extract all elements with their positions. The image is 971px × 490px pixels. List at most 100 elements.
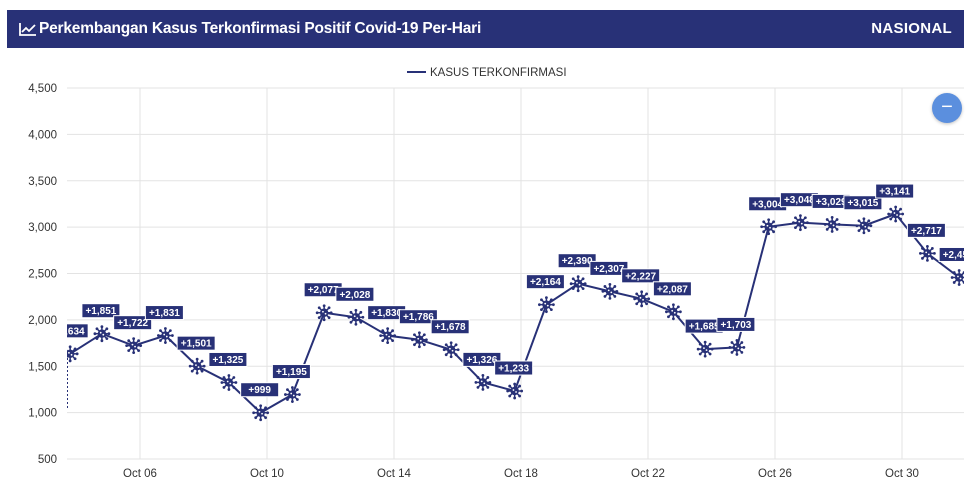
data-label: +1,325	[208, 351, 248, 367]
data-point[interactable]	[93, 325, 111, 343]
data-label-text: +1,325	[212, 355, 243, 366]
data-point[interactable]	[62, 345, 79, 363]
data-label-text: +1,195	[276, 367, 307, 378]
data-label-bg	[240, 382, 280, 398]
data-point[interactable]	[506, 382, 524, 400]
data-point[interactable]	[284, 386, 301, 403]
x-tick-label: Oct 06	[123, 468, 157, 480]
data-point[interactable]	[569, 275, 587, 293]
data-point[interactable]	[252, 404, 270, 422]
data-label-text: +3,029	[816, 197, 847, 208]
data-label: +3,015	[843, 195, 883, 211]
data-label-text: +2,390	[562, 256, 593, 267]
collapse-button[interactable]: −	[932, 93, 962, 123]
data-label-text: +1,851	[85, 306, 116, 317]
data-label-bg	[875, 183, 915, 199]
data-label-bg	[494, 360, 534, 376]
y-tick-label: 4,500	[28, 83, 57, 95]
line-chart-icon	[19, 23, 36, 36]
data-label-bg	[716, 316, 756, 332]
data-label-bg	[208, 351, 248, 367]
data-point[interactable]	[728, 339, 746, 356]
data-point[interactable]	[347, 308, 365, 326]
data-point[interactable]	[696, 340, 714, 358]
data-label-text: +2,087	[657, 284, 688, 295]
chart-title: Perkembangan Kasus Terkonfirmasi Positif…	[39, 20, 482, 37]
data-point[interactable]	[919, 244, 936, 262]
data-label-text: +2,457	[943, 250, 971, 261]
data-label: +999	[240, 382, 280, 398]
y-tick-label: 1,500	[28, 361, 57, 373]
data-label: +1,703	[716, 316, 756, 332]
data-label: +3,029	[811, 193, 851, 209]
region-label: NASIONAL	[871, 20, 952, 37]
data-label: +2,028	[335, 286, 375, 302]
data-point[interactable]	[633, 290, 651, 308]
data-label: +1,678	[430, 319, 470, 335]
data-point[interactable]	[823, 216, 841, 233]
legend[interactable]: KASUS TERKONFIRMASI	[407, 67, 567, 79]
data-label: +2,717	[906, 222, 946, 238]
data-label: +2,390	[557, 253, 597, 269]
data-label-text: +999	[248, 385, 271, 396]
data-label-text: +2,077	[308, 285, 339, 296]
data-point[interactable]	[665, 303, 682, 321]
data-label: +2,164	[525, 274, 565, 290]
x-tick-label: Oct 18	[504, 468, 538, 480]
data-label-text: +1,233	[498, 364, 529, 375]
data-label-text: +1,831	[149, 308, 180, 319]
data-point[interactable]	[760, 218, 778, 236]
y-tick-label: 3,000	[28, 222, 57, 234]
data-point[interactable]	[855, 217, 873, 235]
x-tick-label: Oct 22	[631, 468, 665, 480]
data-point[interactable]	[188, 357, 206, 375]
data-label-bg	[113, 315, 153, 331]
data-label: +1,722	[113, 315, 153, 331]
data-label-text: +3,004	[752, 199, 783, 210]
data-label: +1,786	[398, 309, 438, 325]
legend-entry[interactable]: KASUS TERKONFIRMASI	[430, 67, 567, 79]
data-label: +1,195	[271, 364, 311, 380]
data-label: +1,233	[494, 360, 534, 376]
y-tick-label: 3,500	[28, 176, 57, 188]
data-label-text: +2,307	[593, 264, 624, 275]
data-label-bg	[67, 323, 89, 339]
x-tick-label: Oct 30	[885, 468, 919, 480]
data-point[interactable]	[887, 205, 905, 223]
data-point[interactable]	[538, 296, 555, 314]
data-label-bg	[176, 335, 216, 351]
data-point[interactable]	[442, 341, 460, 359]
data-label-bg	[938, 246, 964, 262]
data-label-text: +2,717	[911, 226, 942, 237]
data-label-bg	[843, 195, 883, 211]
data-point[interactable]	[220, 374, 238, 391]
data-label: +3,141	[875, 183, 915, 199]
data-point[interactable]	[792, 214, 809, 232]
data-point[interactable]	[125, 337, 143, 355]
data-label: +1,831	[144, 305, 184, 321]
data-label-text: +1,678	[435, 322, 466, 333]
data-label-text: +2,028	[339, 290, 370, 301]
data-point[interactable]	[379, 327, 397, 345]
data-point[interactable]	[950, 269, 968, 286]
data-label: +1,326	[462, 351, 502, 367]
data-label-bg	[81, 303, 121, 319]
data-label-bg	[271, 364, 311, 380]
data-point[interactable]	[157, 327, 174, 344]
data-label-bg	[144, 305, 184, 321]
y-tick-label: 1,000	[28, 408, 57, 420]
data-label-text: +1,634	[54, 326, 85, 337]
data-label-text: +1,722	[117, 318, 148, 329]
data-label-bg	[462, 351, 502, 367]
data-label-bg	[335, 286, 375, 302]
data-point[interactable]	[411, 331, 428, 349]
data-point[interactable]	[601, 283, 619, 300]
y-tick-label: 2,500	[28, 269, 57, 281]
x-tick-label: Oct 14	[377, 468, 411, 480]
data-label-bg	[906, 222, 946, 238]
data-point[interactable]	[315, 304, 333, 322]
data-label-text: +2,227	[625, 271, 656, 282]
data-label-bg	[557, 253, 597, 269]
data-point[interactable]	[474, 373, 492, 391]
